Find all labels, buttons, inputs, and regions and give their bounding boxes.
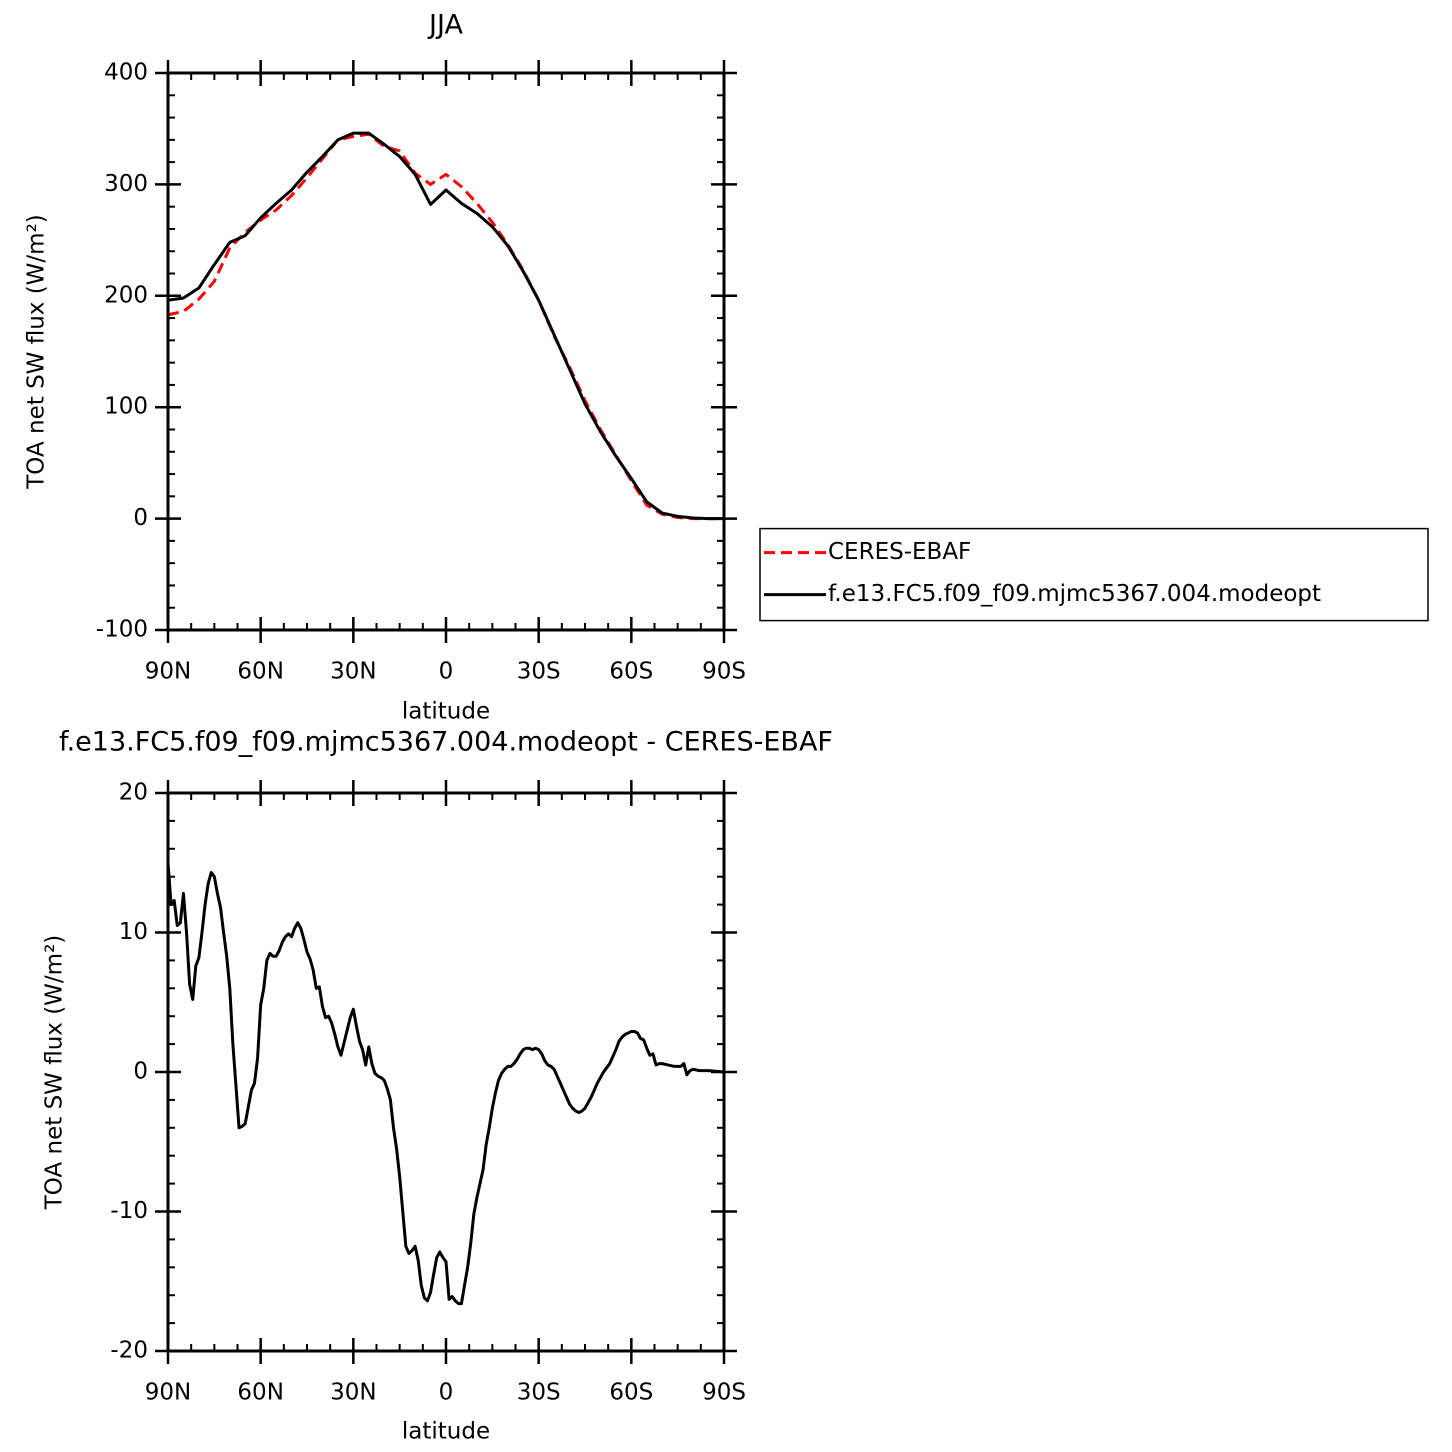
y-axis-label: TOA net SW flux (W/m²) [24, 214, 50, 490]
y-tick-label: -100 [96, 617, 148, 643]
chart-title: JJA [427, 10, 463, 41]
x-axis-label: latitude [402, 699, 490, 725]
x-tick-label: 90S [702, 659, 746, 685]
x-tick-label: 30N [330, 659, 376, 685]
x-tick-label: 60N [237, 1380, 283, 1406]
data-line [167, 131, 724, 521]
legend-label: CERES-EBAF [828, 539, 971, 565]
x-tick-label: 30S [517, 659, 561, 685]
y-tick-label: 100 [104, 394, 148, 420]
y-tick-label: 0 [133, 505, 148, 531]
x-tick-label: 30S [517, 1380, 561, 1406]
x-tick-label: 60S [609, 659, 653, 685]
legend-label: f.e13.FC5.f09_f09.mjmc5367.004.modeopt [828, 581, 1321, 607]
y-tick-label: 400 [104, 60, 148, 86]
x-tick-label: 90N [145, 1380, 191, 1406]
y-tick-label: 0 [133, 1059, 148, 1085]
y-tick-label: 200 [104, 282, 148, 308]
x-tick-label: 0 [439, 1380, 454, 1406]
x-tick-label: 90S [702, 1380, 746, 1406]
x-tick-label: 60N [237, 659, 283, 685]
plot-frame [166, 71, 726, 632]
chart-title: f.e13.FC5.f09_f09.mjmc5367.004.modeopt -… [59, 727, 833, 758]
y-tick-label: 300 [104, 171, 148, 197]
y-tick-label: 10 [119, 919, 148, 945]
x-tick-label: 60S [609, 1380, 653, 1406]
x-tick-label: 0 [439, 659, 454, 685]
data-line [166, 862, 725, 1306]
legend-box [759, 527, 1429, 622]
y-tick-label: -10 [110, 1198, 148, 1224]
x-tick-label: 90N [145, 659, 191, 685]
y-tick-label: 20 [119, 780, 148, 806]
x-axis-label: latitude [402, 1419, 490, 1445]
y-axis-label: TOA net SW flux (W/m²) [42, 935, 68, 1211]
y-tick-label: -20 [110, 1338, 148, 1364]
x-tick-label: 30N [330, 1380, 376, 1406]
